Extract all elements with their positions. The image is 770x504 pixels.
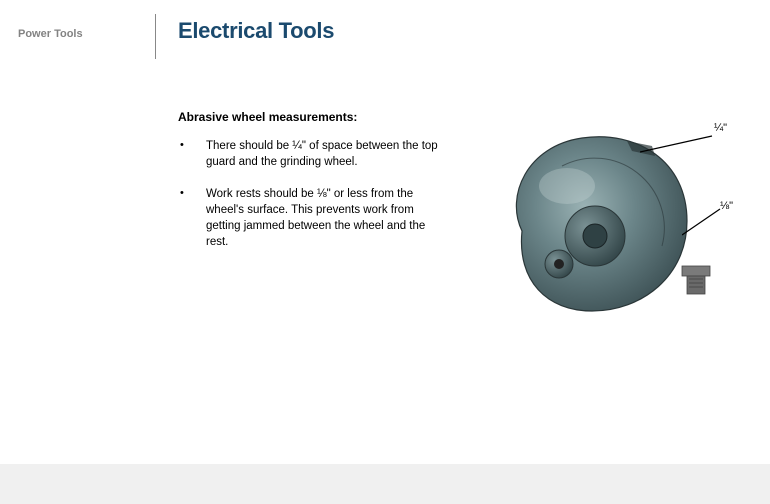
bullet-item: Work rests should be ⅛" or less from the… — [178, 186, 438, 250]
footer-bar — [0, 464, 770, 504]
content-block: Abrasive wheel measurements: There shoul… — [178, 110, 518, 267]
header: Power Tools Electrical Tools — [0, 0, 770, 59]
work-rest — [682, 266, 710, 294]
highlight — [539, 168, 595, 204]
grinder-illustration — [487, 116, 720, 334]
label-top-gap: ¼" — [714, 122, 727, 134]
breadcrumb: Power Tools — [18, 28, 83, 40]
bullet-item: There should be ¼" of space between the … — [178, 138, 438, 170]
grinder-svg — [487, 116, 720, 334]
subheading: Abrasive wheel measurements: — [178, 110, 518, 124]
hub-center — [583, 224, 607, 248]
adjust-knob-center — [554, 259, 564, 269]
page-title: Electrical Tools — [178, 18, 334, 44]
label-rest-gap: ⅛" — [720, 200, 733, 212]
title-area: Electrical Tools — [156, 18, 334, 44]
breadcrumb-area: Power Tools — [0, 18, 155, 42]
bullet-list: There should be ¼" of space between the … — [178, 138, 518, 251]
